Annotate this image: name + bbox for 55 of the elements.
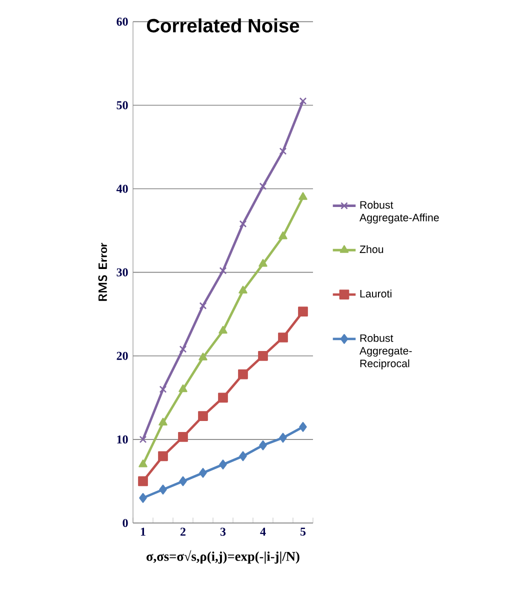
point bbox=[239, 451, 247, 462]
point bbox=[279, 147, 287, 155]
x-tick-label: 1 bbox=[140, 528, 146, 536]
point bbox=[198, 411, 208, 421]
point bbox=[178, 432, 188, 442]
point bbox=[258, 350, 268, 361]
point bbox=[139, 436, 147, 444]
point bbox=[219, 266, 227, 274]
point bbox=[158, 418, 168, 426]
point bbox=[218, 392, 228, 403]
point bbox=[179, 346, 187, 353]
point bbox=[159, 484, 167, 495]
legend-label: Lauroti bbox=[360, 290, 392, 298]
point bbox=[219, 460, 227, 470]
point bbox=[158, 451, 168, 462]
point bbox=[178, 384, 188, 392]
point bbox=[218, 326, 228, 334]
point bbox=[138, 476, 148, 486]
point bbox=[259, 182, 267, 190]
point bbox=[138, 460, 148, 468]
point bbox=[199, 468, 207, 478]
point bbox=[238, 286, 248, 294]
chart-title: Correlated Noise bbox=[146, 18, 300, 32]
point bbox=[238, 369, 248, 380]
y-tick-label: 30 bbox=[116, 268, 128, 276]
point bbox=[299, 97, 307, 105]
y-tick-label: 10 bbox=[117, 435, 128, 444]
x-tick-label: 4 bbox=[260, 528, 266, 536]
x-tick-label: 3 bbox=[220, 528, 226, 536]
y-tick-label: 0 bbox=[122, 518, 128, 528]
y-tick-label: 60 bbox=[116, 18, 128, 26]
x-tick-label: 2 bbox=[180, 528, 186, 536]
point bbox=[139, 492, 147, 503]
legend-label: Robust Aggregate-Affine bbox=[360, 200, 439, 224]
point bbox=[298, 192, 308, 200]
legend-label: Zhou bbox=[360, 245, 384, 254]
y-axis-title: RMS Error bbox=[98, 242, 108, 301]
point bbox=[278, 332, 288, 342]
y-tick-label: 40 bbox=[116, 184, 128, 193]
point bbox=[258, 259, 268, 267]
x-tick-label: 5 bbox=[300, 528, 306, 536]
point bbox=[278, 231, 288, 240]
point bbox=[259, 440, 267, 450]
x-axis-title: σ,σs=σ√s,ρ(i,j)=exp(-|i-j|/N) bbox=[146, 550, 300, 564]
legend-label: Robust Aggregate-Reciprocal bbox=[360, 334, 412, 370]
point bbox=[199, 302, 207, 310]
point bbox=[299, 422, 307, 432]
point bbox=[198, 352, 208, 360]
y-tick-label: 20 bbox=[116, 352, 128, 360]
point bbox=[239, 220, 247, 228]
point bbox=[279, 432, 287, 443]
point bbox=[179, 476, 187, 486]
y-tick-label: 50 bbox=[116, 101, 128, 110]
point bbox=[159, 386, 167, 393]
point bbox=[298, 306, 308, 317]
